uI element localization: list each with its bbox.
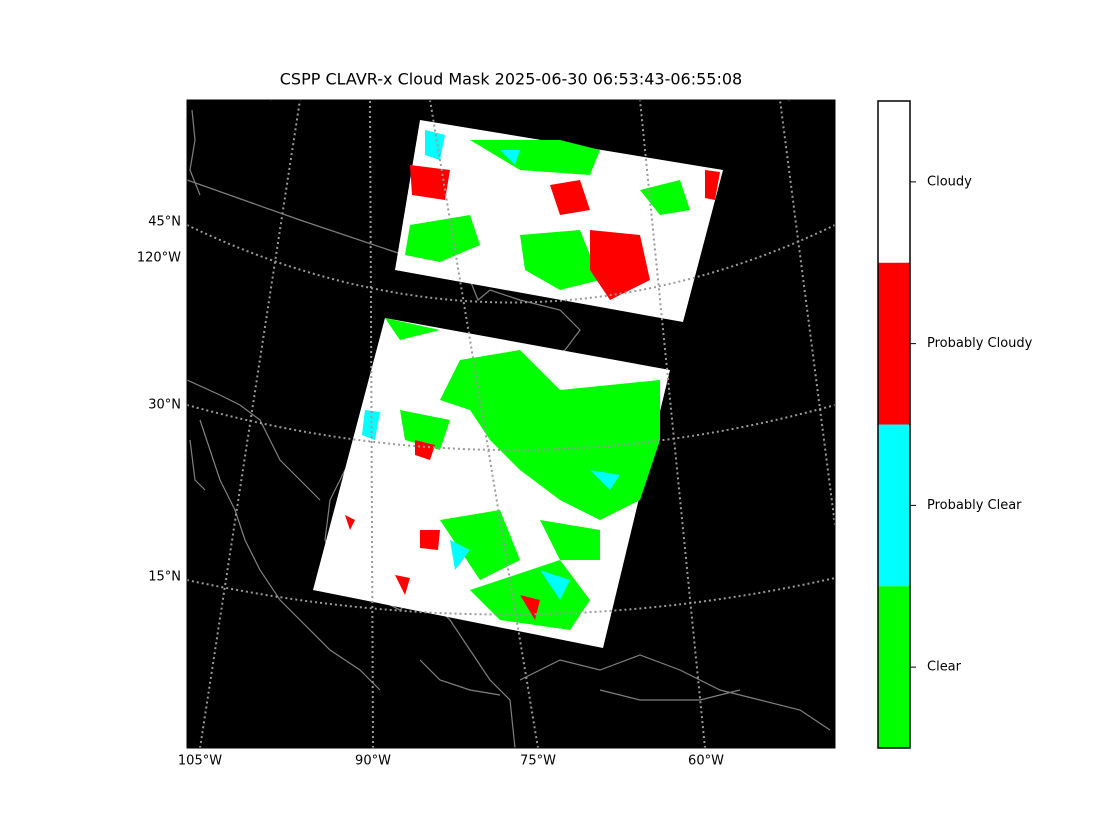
title: CSPP CLAVR-x Cloud Mask 2025-06-30 06:53… xyxy=(280,70,742,89)
lon-label: 120°W xyxy=(137,251,181,266)
coastline xyxy=(419,654,831,731)
lon-label: 105°W xyxy=(178,754,222,769)
lat-label: 15°N xyxy=(148,570,181,585)
colorbar-segment xyxy=(878,586,910,748)
legend-label: Cloudy xyxy=(927,174,972,189)
colorbar: Cloudy Probably Cloudy Probably Clear Clear xyxy=(877,100,1033,749)
legend-label: Clear xyxy=(927,660,962,675)
colorbar-segment xyxy=(878,262,910,425)
lat-label: 45°N xyxy=(148,215,181,230)
colorbar-segment xyxy=(878,101,910,263)
graticule xyxy=(187,100,835,748)
map xyxy=(187,100,835,748)
legend-label: Probably Clear xyxy=(927,498,1022,513)
lat-label: 30°N xyxy=(148,398,181,413)
lon-label: 90°W xyxy=(355,754,391,769)
colorbar-segment xyxy=(878,424,910,587)
lon-label: 60°W xyxy=(688,754,724,769)
colorbar-frame xyxy=(877,100,911,749)
legend-label: Probably Cloudy xyxy=(927,336,1033,351)
map-frame xyxy=(186,99,836,749)
cloud-mask-pixels xyxy=(345,130,720,630)
lon-label: 75°W xyxy=(520,754,556,769)
coastline xyxy=(187,379,381,691)
